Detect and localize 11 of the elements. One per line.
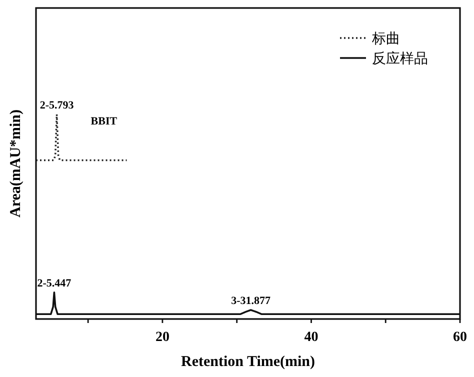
annotation: 2-5.447 [37, 277, 72, 290]
annotation: BBIT [90, 115, 118, 128]
x-axis-title: Retention Time(min) [180, 354, 316, 370]
x-tick-label: 40 [304, 330, 318, 345]
annotation: 3-31.877 [231, 294, 272, 307]
x-tick-label: 20 [155, 330, 170, 345]
legend-label: 标曲 [371, 30, 400, 46]
legend-label: 反应样品 [372, 50, 428, 66]
annotation: 2-5.793 [40, 99, 74, 112]
y-axis-title: Area(mAU*min) [8, 109, 24, 218]
x-tick-label: 60 [453, 330, 467, 345]
